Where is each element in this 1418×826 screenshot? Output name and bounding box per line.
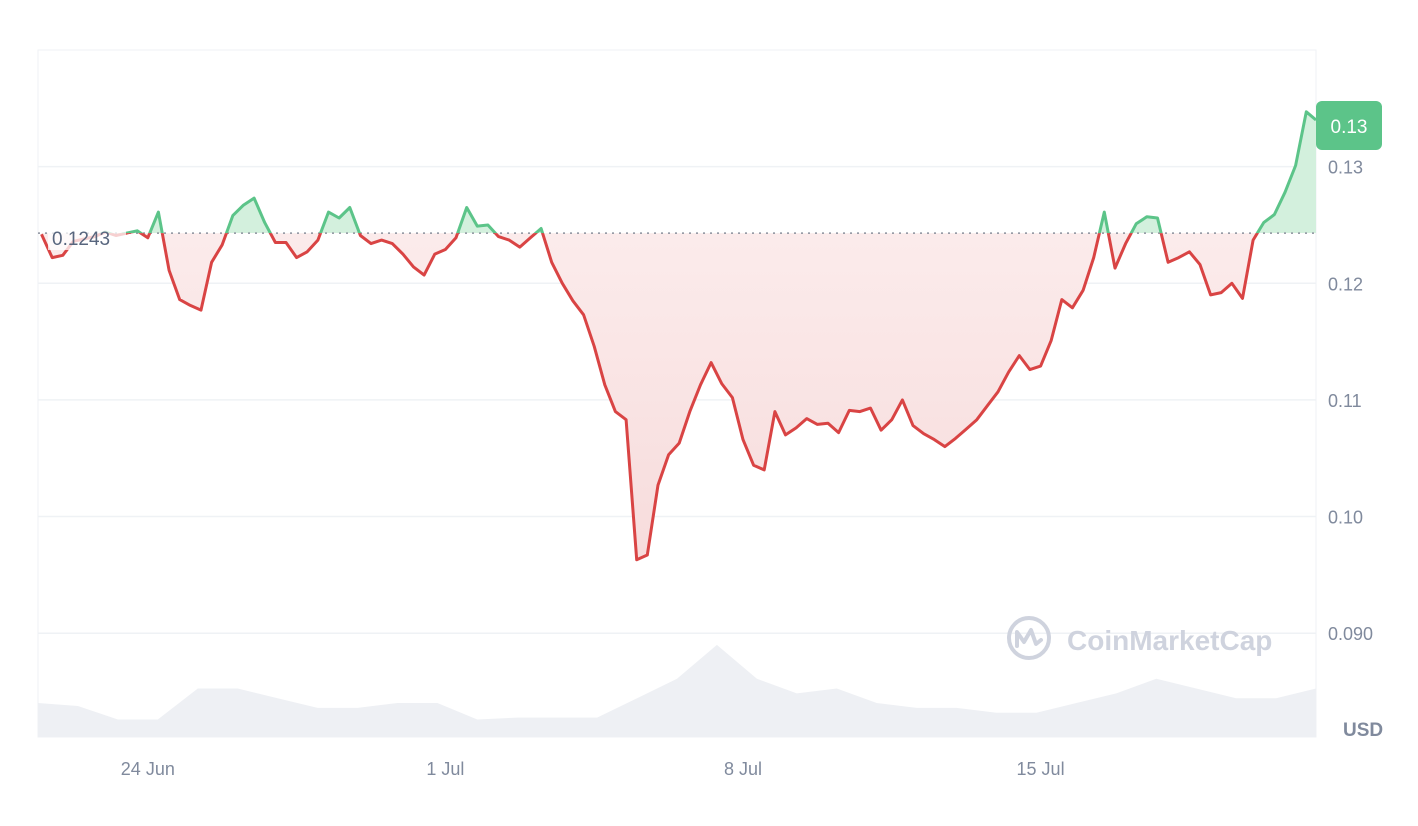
y-tick-label: 0.090 xyxy=(1328,624,1373,644)
y-axis: 0.13 0.12 0.11 0.10 0.090 xyxy=(1328,158,1373,645)
current-price-badge: 0.13 xyxy=(1316,101,1382,150)
currency-unit-label: USD xyxy=(1343,720,1383,741)
current-price-value: 0.13 xyxy=(1331,117,1368,138)
y-tick-label: 0.11 xyxy=(1328,391,1362,411)
volume-area xyxy=(38,644,1316,737)
area-below-baseline xyxy=(41,233,1258,560)
price-line-down xyxy=(40,233,1260,562)
x-axis: 24 Jun 1 Jul 8 Jul 15 Jul xyxy=(121,759,1065,779)
x-tick-label: 1 Jul xyxy=(426,759,464,779)
price-line-up xyxy=(98,110,1316,234)
x-tick-label: 15 Jul xyxy=(1017,759,1065,779)
baseline-label: 0.1243 xyxy=(52,229,110,250)
watermark-text: CoinMarketCap xyxy=(1067,625,1272,656)
x-tick-label: 24 Jun xyxy=(121,759,175,779)
coinmarketcap-logo-icon xyxy=(1007,616,1051,660)
y-tick-label: 0.13 xyxy=(1328,158,1363,178)
baseline-label-bg xyxy=(48,224,126,250)
x-tick-label: 8 Jul xyxy=(724,759,762,779)
y-tick-label: 0.12 xyxy=(1328,274,1363,294)
watermark: CoinMarketCap xyxy=(1007,616,1272,660)
y-tick-label: 0.10 xyxy=(1328,508,1363,528)
